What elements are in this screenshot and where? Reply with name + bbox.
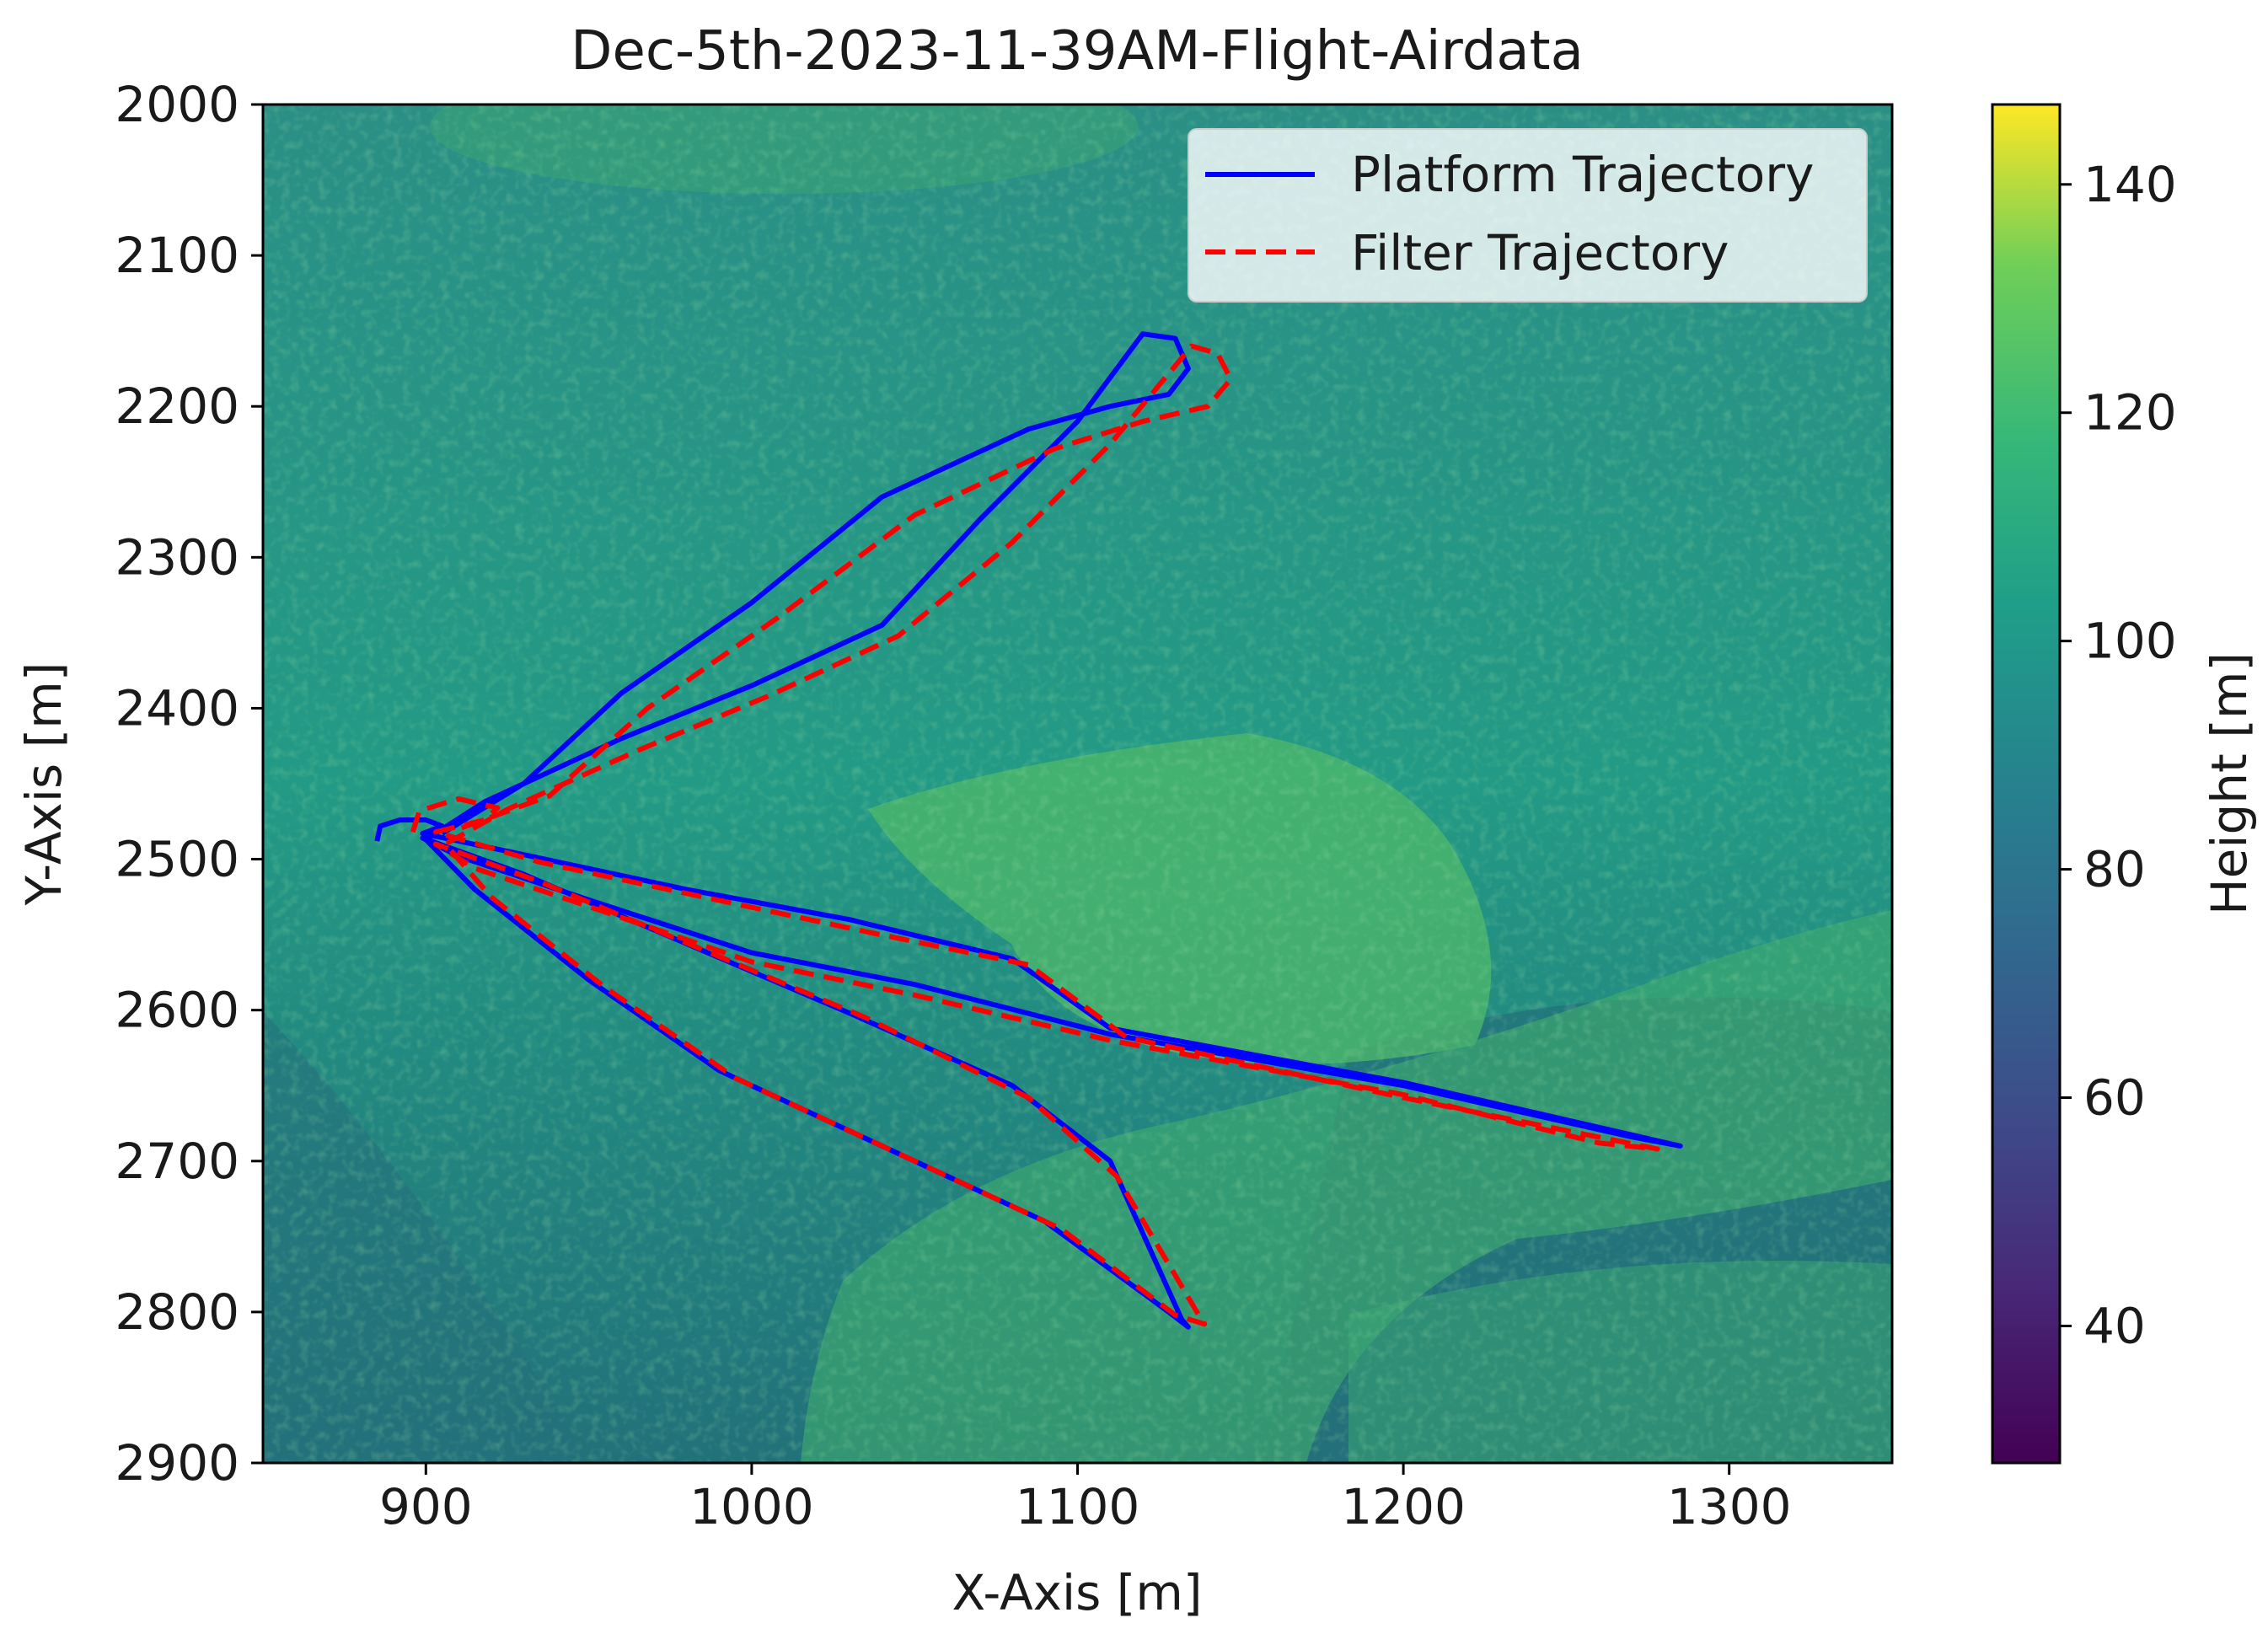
colorbar-gradient (1991, 103, 2062, 1465)
colorbar-tick-label: 140 (2083, 156, 2177, 213)
y-tick-label: 2300 (115, 528, 239, 586)
y-tick-label: 2400 (115, 679, 239, 737)
y-tick-label: 2500 (115, 831, 239, 888)
legend-label-filter: Filter Trajectory (1351, 224, 1729, 281)
y-tick-label: 2600 (115, 982, 239, 1039)
y-axis-label: Y-Axis [m] (15, 662, 72, 907)
colorbar-ticks: 40 60 80 100 120 140 (2060, 156, 2177, 1354)
x-tick-label: 1000 (689, 1478, 814, 1535)
colorbar: 40 60 80 100 120 140 Height [m] (1991, 103, 2258, 1465)
legend-label-platform: Platform Trajectory (1351, 146, 1814, 203)
series-line-filter (410, 343, 1660, 1327)
x-tick-label: 1100 (1016, 1478, 1140, 1535)
chart-title: Dec-5th-2023-11-39AM-Flight-Airdata (571, 20, 1584, 83)
colorbar-tick-label: 100 (2083, 613, 2177, 670)
x-axis: 900 1000 1100 1200 1300 (379, 1463, 1792, 1535)
x-tick-label: 1300 (1667, 1478, 1792, 1535)
x-tick-label: 1200 (1341, 1478, 1466, 1535)
colorbar-tick-label: 120 (2083, 384, 2177, 442)
y-tick-label: 2100 (115, 227, 239, 284)
legend: Platform Trajectory Filter Trajectory (1188, 128, 1868, 303)
x-tick-label: 900 (379, 1478, 473, 1535)
series-line-platform (374, 331, 1683, 1330)
trajectory-series (374, 331, 1683, 1330)
colorbar-tick-label: 80 (2083, 841, 2146, 898)
y-tick-label: 2800 (115, 1283, 239, 1341)
y-tick-label: 2200 (115, 378, 239, 435)
colorbar-tick-label: 40 (2083, 1297, 2146, 1354)
y-tick-label: 2900 (115, 1434, 239, 1492)
terrain-heatmap (263, 104, 1892, 1463)
y-axis: 2000 2100 2200 2300 2400 2500 2600 2700 2800 2900 (115, 76, 263, 1492)
colorbar-label: Height [m] (2201, 652, 2258, 915)
x-axis-label: X-Axis [m] (952, 1564, 1202, 1621)
y-tick-label: 2000 (115, 76, 239, 133)
colorbar-tick-label: 60 (2083, 1069, 2146, 1127)
y-tick-label: 2700 (115, 1133, 239, 1190)
